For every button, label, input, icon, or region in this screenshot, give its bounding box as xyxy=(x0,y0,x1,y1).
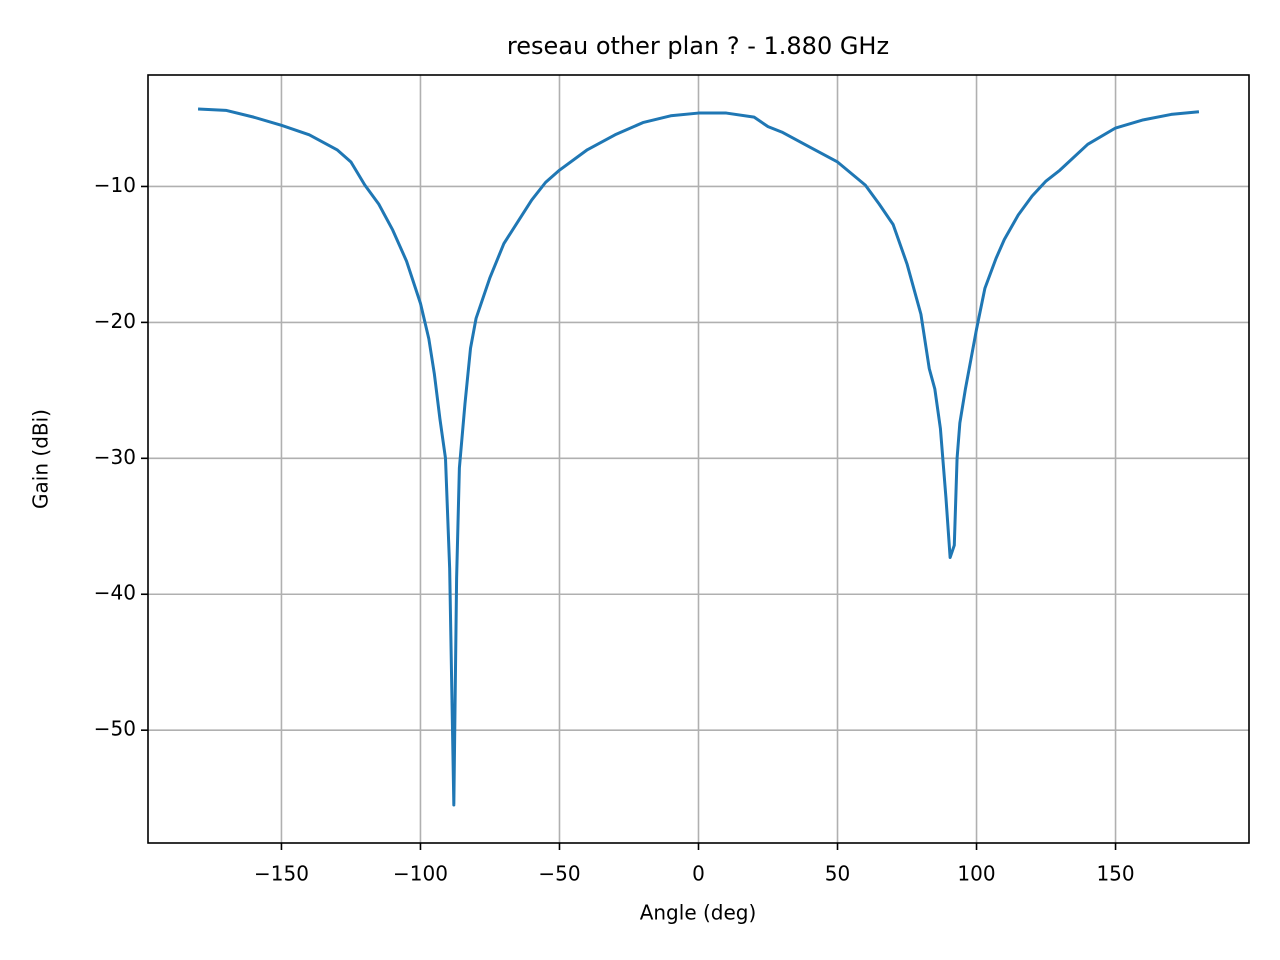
x-tick-label: 150 xyxy=(1096,862,1134,886)
x-tick-label: 100 xyxy=(957,862,995,886)
chart-title: reseau other plan ? - 1.880 GHz xyxy=(507,32,889,60)
plot-frame xyxy=(147,74,1250,844)
series-line xyxy=(197,107,1200,807)
x-tick-label: −50 xyxy=(538,862,580,886)
x-tick-label: 0 xyxy=(692,862,705,886)
x-tick-label: −150 xyxy=(254,862,309,886)
y-axis-label: Gain (dBi) xyxy=(29,409,53,509)
y-tick-label: −30 xyxy=(94,445,136,469)
y-tick-label: −40 xyxy=(94,581,136,605)
y-tick-label: −50 xyxy=(94,717,136,741)
x-axis-label: Angle (deg) xyxy=(640,901,757,925)
y-tick-label: −20 xyxy=(94,309,136,333)
x-tick-label: 50 xyxy=(825,862,850,886)
y-tick-label: −10 xyxy=(94,173,136,197)
x-tick-label: −100 xyxy=(393,862,448,886)
